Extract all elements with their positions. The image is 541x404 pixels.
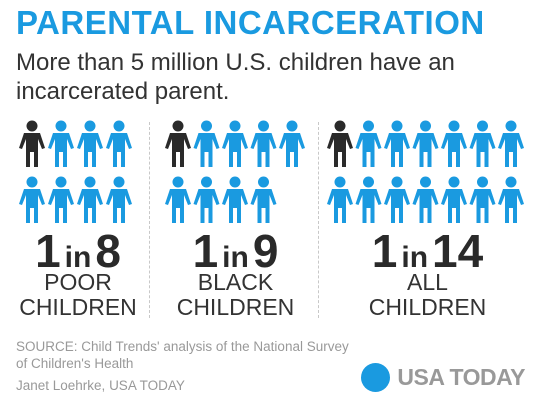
divider [318,122,319,318]
child-figure-icon [498,120,524,167]
source-note: SOURCE: Child Trends' analysis of the Na… [16,339,349,371]
brand-wordmark: USA TODAY [397,363,525,390]
child-figure-icon [412,120,439,167]
child-figure-icon [48,120,74,167]
subtitle: More than 5 million U.S. children have a… [16,49,455,105]
group-label-line2: CHILDREN [368,294,487,320]
child-figure-icon [19,176,45,223]
child-figures [165,120,305,223]
group-label-line1: ALL [407,269,448,295]
child-figure-icon [441,120,467,167]
ratio-denominator: 14 [432,225,484,277]
child-figure-icon [327,176,353,223]
icon-grid [326,118,529,230]
ratio-numerator: 1 [35,225,61,277]
child-figure-icon [19,120,45,167]
child-figure-icon [469,120,496,167]
group-label: ALL CHILDREN [326,270,529,320]
icon-grid [18,118,138,230]
ratio-denominator: 8 [95,225,121,277]
credit: Janet Loehrke, USA TODAY [16,378,185,393]
ratio: 1 in9 [164,226,307,288]
child-figures [327,120,524,223]
icon-grid [164,118,307,230]
child-figures [19,120,132,223]
group-label-line1: BLACK [197,269,274,295]
ratio-in: in [222,241,249,274]
group-label-line2: CHILDREN [176,294,295,320]
page-title: PARENTAL INCARCERATION [16,4,485,41]
ratio-numerator: 1 [371,225,398,277]
child-figure-icon [469,176,496,223]
brand-dot-icon [361,362,391,392]
child-figure-icon [412,176,439,223]
ratio-in: in [64,241,92,274]
child-figure-icon [106,120,132,167]
stat-panel-black: 1 in9 BLACK CHILDREN [164,118,307,323]
child-figure-icon [193,176,220,223]
child-figure-icon [384,176,410,223]
ratio-denominator: 9 [252,225,279,277]
child-figure-icon [498,176,524,223]
child-figure-icon [441,176,467,223]
group-label-line1: POOR [44,269,112,295]
stat-panel-poor: 1 in8 POOR CHILDREN [18,118,138,323]
child-figure-icon [250,176,277,223]
child-figure-icon [355,176,382,223]
group-label: BLACK CHILDREN [164,270,307,320]
usa-today-logo: USA TODAY [361,362,525,392]
child-figure-icon [250,120,277,167]
child-figure-icon [77,176,103,223]
ratio-in: in [401,241,429,274]
ratio: 1 in14 [326,226,529,288]
ratio-numerator: 1 [192,225,219,277]
child-figure-icon [106,176,132,223]
child-figure-icon [77,120,103,167]
child-figure-icon [327,120,353,167]
child-figure-icon [222,176,248,223]
child-figure-icon [193,120,220,167]
ratio: 1 in8 [18,226,138,288]
child-figure-icon [279,120,305,167]
child-figure-icon [222,120,248,167]
divider [149,122,150,318]
child-figure-icon [48,176,74,223]
child-figure-icon [384,120,410,167]
group-label-line2: CHILDREN [19,294,137,320]
child-figure-icon [165,176,191,223]
group-label: POOR CHILDREN [18,270,138,320]
child-figure-icon [355,120,382,167]
stat-panel-all: 1 in14 ALL CHILDREN [326,118,529,323]
child-figure-icon [165,120,191,167]
